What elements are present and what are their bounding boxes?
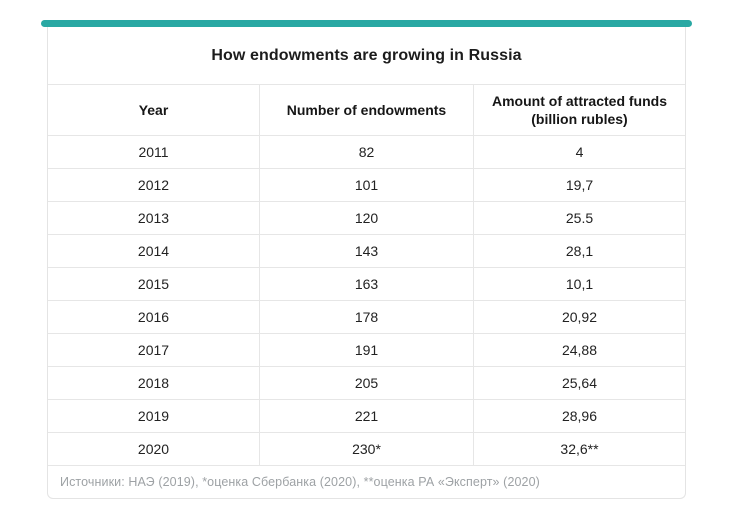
cell-funds-amount: 20,92 xyxy=(473,301,685,333)
cell-funds-amount: 4 xyxy=(473,136,685,168)
cell-year: 2014 xyxy=(137,243,170,259)
cell-endowments-count: 191 xyxy=(259,334,473,366)
cell-funds-amount: 25.5 xyxy=(473,202,685,234)
card-body: How endowments are growing in Russia Yea… xyxy=(47,27,686,499)
table-row: 2018 205 25,64 xyxy=(48,366,685,399)
cell-endowments-count: 178 xyxy=(259,301,473,333)
table-row: 2013 120 25.5 xyxy=(48,201,685,234)
cell-endowments-count: 221 xyxy=(259,400,473,432)
table-row: 2011 82 4 xyxy=(48,135,685,168)
cell-endowments-count: 120 xyxy=(259,202,473,234)
page-title: How endowments are growing in Russia xyxy=(211,46,522,64)
cell-year: 2018 xyxy=(137,375,170,391)
cell-year: 2011 xyxy=(138,144,169,160)
table-row: 2020 230* 32,6** xyxy=(48,432,685,465)
sources-footnote: Источники: НАЭ (2019), *оценка Сбербанка… xyxy=(48,465,685,498)
endowments-table-card: How endowments are growing in Russia Yea… xyxy=(41,20,692,499)
table-header-amount-of-funds: Amount of attracted funds (billion ruble… xyxy=(473,85,685,135)
table-row: 2019 221 28,96 xyxy=(48,399,685,432)
cell-year: 2017 xyxy=(137,342,170,358)
cell-year: 2019 xyxy=(137,408,170,424)
cell-funds-amount: 19,7 xyxy=(473,169,685,201)
cell-endowments-count: 82 xyxy=(259,136,473,168)
table-row: 2015 163 10,1 xyxy=(48,267,685,300)
table-row: 2014 143 28,1 xyxy=(48,234,685,267)
table-row: 2017 191 24,88 xyxy=(48,333,685,366)
table-header-year: Year xyxy=(138,101,169,118)
cell-year: 2012 xyxy=(137,177,170,193)
cell-funds-amount: 24,88 xyxy=(473,334,685,366)
table-row: 2016 178 20,92 xyxy=(48,300,685,333)
cell-year: 2020 xyxy=(137,441,170,457)
cell-year: 2015 xyxy=(137,276,170,292)
table-row: 2012 101 19,7 xyxy=(48,168,685,201)
cell-endowments-count: 101 xyxy=(259,169,473,201)
cell-funds-amount: 28,1 xyxy=(473,235,685,267)
cell-endowments-count: 163 xyxy=(259,268,473,300)
cell-year: 2013 xyxy=(137,210,170,226)
cell-funds-amount: 32,6** xyxy=(473,433,685,465)
table-header-number-of-endowments: Number of endowments xyxy=(259,85,473,135)
cell-endowments-count: 205 xyxy=(259,367,473,399)
cell-funds-amount: 28,96 xyxy=(473,400,685,432)
cell-endowments-count: 230* xyxy=(259,433,473,465)
cell-endowments-count: 143 xyxy=(259,235,473,267)
table-header-row: Year Number of endowments Amount of attr… xyxy=(48,84,685,135)
cell-funds-amount: 25,64 xyxy=(473,367,685,399)
cell-year: 2016 xyxy=(137,309,170,325)
accent-bar xyxy=(41,20,692,27)
cell-funds-amount: 10,1 xyxy=(473,268,685,300)
